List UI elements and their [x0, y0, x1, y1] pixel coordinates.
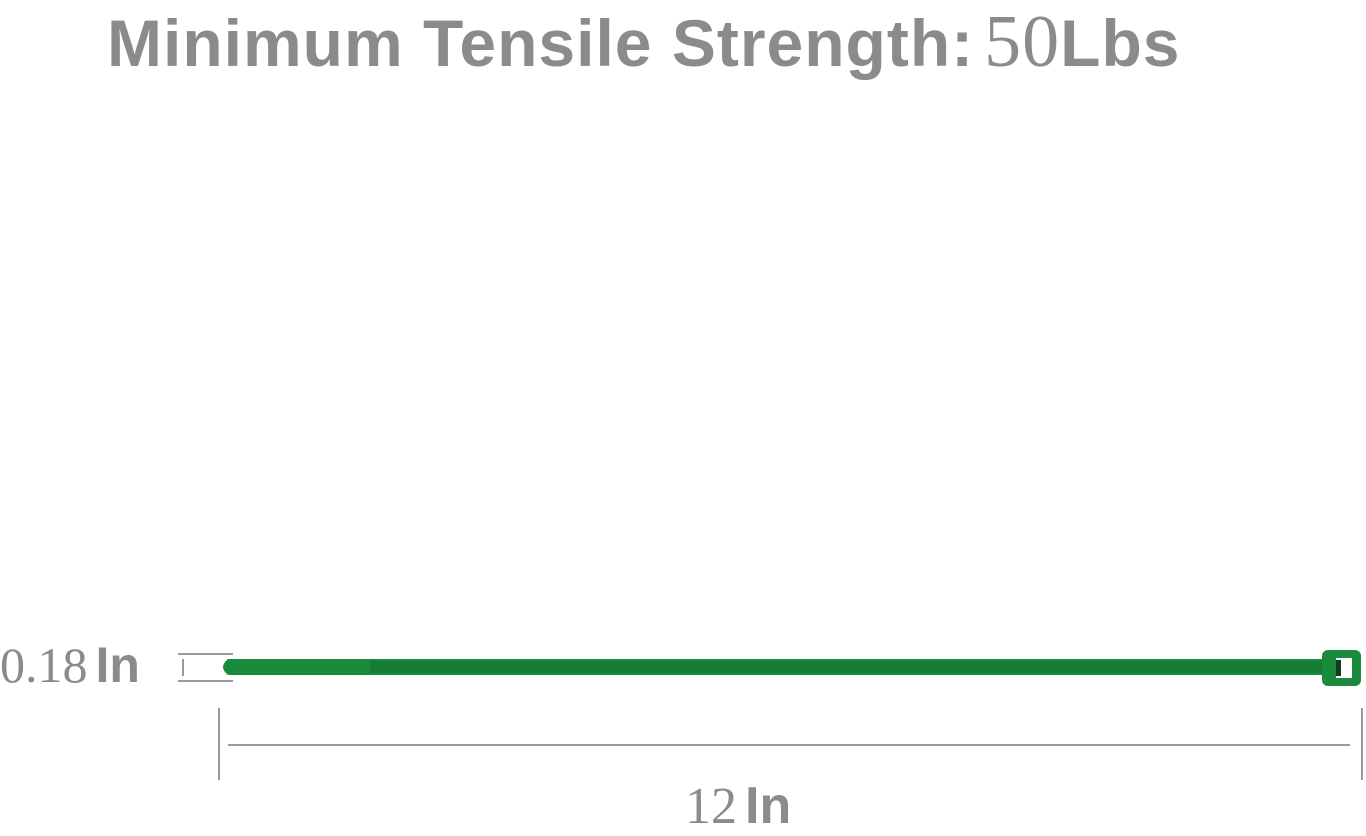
title-label: Minimum Tensile Strength:: [107, 6, 975, 80]
cable-tie: [223, 650, 1361, 686]
cable-tie-teeth: [370, 661, 1325, 673]
length-value: 12: [685, 778, 737, 835]
cable-tie-pawl: [1336, 660, 1341, 676]
title-unit: Lbs: [1060, 6, 1181, 80]
width-value: 0.18: [0, 637, 88, 693]
length-unit: In: [745, 777, 792, 835]
width-unit: In: [95, 637, 140, 693]
length-dimension-lines: [218, 708, 1363, 780]
width-dimension-label: 0.18 In: [0, 636, 140, 694]
width-bracket: [178, 653, 233, 682]
length-dimension-label: 12 In: [685, 776, 791, 836]
page-title: Minimum Tensile Strength: 50Lbs: [107, 0, 1181, 85]
title-value: 50: [984, 1, 1061, 83]
